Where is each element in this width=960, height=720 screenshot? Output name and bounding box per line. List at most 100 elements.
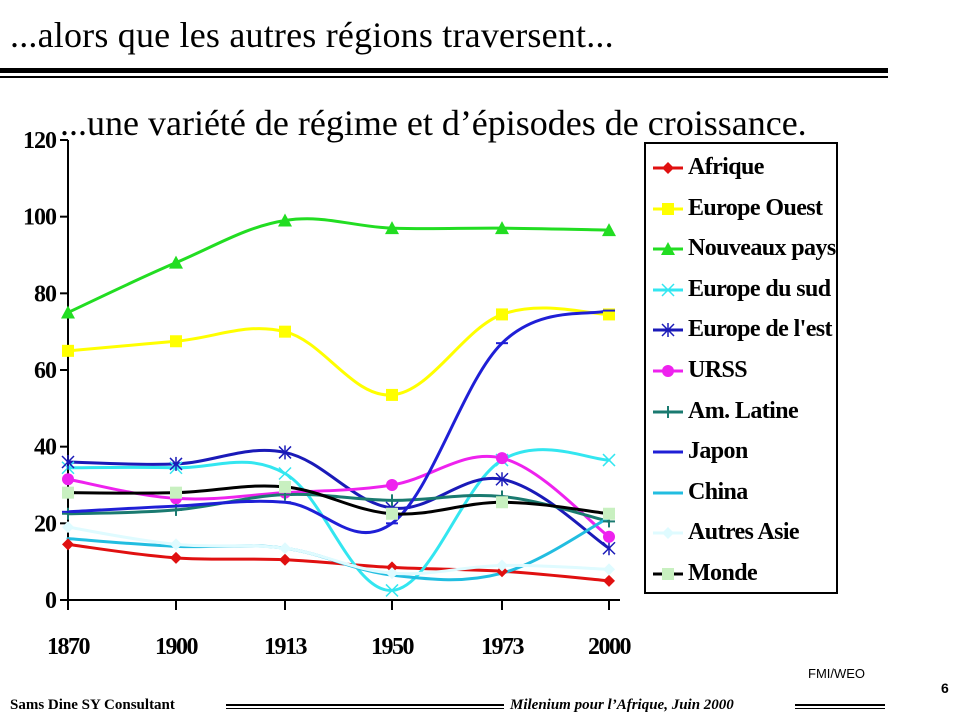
legend-label: Europe Ouest [688, 194, 823, 221]
series-line [66, 448, 611, 550]
legend-item: Am. Latine [646, 394, 836, 428]
legend-label: Am. Latine [688, 397, 799, 424]
slide-title: ...alors que les autres régions traverse… [10, 15, 614, 55]
data-point [62, 507, 74, 520]
data-point [602, 453, 616, 467]
chart-legend: Afrique Europe Ouest Nouveaux pays Europe … [644, 142, 838, 594]
legend-item: Europe Ouest [646, 191, 836, 225]
data-point [496, 308, 508, 321]
data-point [62, 538, 74, 551]
data-point [386, 388, 398, 401]
legend-swatch [653, 491, 683, 495]
legend-label: China [688, 478, 748, 505]
legend-swatch-marker [662, 568, 674, 580]
data-point [496, 559, 508, 572]
x-tick-label: 1973 [481, 634, 525, 660]
data-point [385, 221, 399, 235]
y-tick-label: 60 [34, 358, 57, 384]
footer-rule [226, 704, 504, 706]
legend-item: Europe du sud [646, 272, 836, 306]
data-point [386, 567, 398, 580]
footer-rule-thin [226, 708, 504, 709]
data-point [62, 486, 74, 499]
data-point [385, 583, 399, 597]
x-tick-label: 1913 [264, 634, 308, 660]
data-point [61, 305, 75, 319]
data-point [279, 542, 291, 555]
legend-swatch [653, 450, 683, 454]
chart-axes [60, 139, 620, 610]
legend-label: Autres Asie [688, 519, 800, 546]
legend-swatch-marker [661, 283, 675, 297]
data-point [170, 486, 182, 499]
legend-item: Autres Asie [646, 515, 836, 549]
series-line [66, 516, 611, 582]
footer-rule-right [795, 704, 885, 706]
legend-swatch [653, 323, 683, 338]
data-point [278, 466, 292, 481]
data-point [62, 521, 74, 534]
x-tick-label: 1950 [371, 634, 415, 660]
page-number: 6 [941, 680, 949, 696]
data-point [61, 455, 75, 469]
data-point [495, 221, 509, 235]
legend-item: URSS [646, 353, 836, 387]
legend-label: Monde [688, 560, 758, 586]
chart-series-markers [61, 213, 616, 597]
data-point [386, 507, 398, 520]
footer-rule-right-thin [795, 708, 885, 709]
data-point [279, 480, 291, 493]
series-line [66, 525, 611, 576]
legend-label: Afrique [688, 154, 764, 180]
legend-swatch-marker [662, 405, 674, 418]
legend-swatch [653, 162, 683, 174]
series-line [66, 484, 611, 516]
data-point [496, 496, 508, 509]
x-tick-label: 1900 [155, 634, 199, 660]
legend-label: Nouveaux pays [688, 235, 836, 262]
legend-swatch-marker [662, 202, 674, 215]
y-tick-label: 80 [34, 281, 57, 307]
data-point [62, 344, 74, 357]
legend-swatch [653, 365, 683, 377]
legend-item: Japon [646, 434, 836, 468]
x-tick-label: 1870 [47, 634, 91, 660]
data-point [603, 507, 615, 520]
footer-author: Sams Dine SY Consultant [10, 697, 175, 713]
y-tick-label: 20 [34, 511, 57, 537]
data-point [169, 456, 183, 471]
x-tick-label: 2000 [588, 634, 632, 660]
slide-subtitle: ...une variété de régime et d’épisodes d… [60, 103, 807, 143]
data-point [386, 479, 398, 491]
legend-swatch [653, 283, 683, 297]
data-point [278, 445, 292, 460]
legend-label: Europe du sud [688, 275, 831, 302]
data-point [495, 472, 509, 487]
legend-swatch [653, 527, 683, 540]
series-line [66, 217, 611, 314]
legend-swatch [653, 405, 683, 418]
legend-item: Monde [646, 556, 836, 590]
data-point [62, 473, 74, 486]
data-point [603, 563, 615, 576]
legend-swatch-marker [662, 527, 674, 540]
legend-item: Afrique [646, 150, 836, 184]
y-tick-label: 100 [23, 205, 57, 231]
chart-series-lines [66, 217, 611, 592]
legend-label: URSS [688, 357, 748, 383]
y-tick-label: 40 [34, 435, 57, 461]
data-point [496, 452, 508, 465]
legend-label: Japon [688, 438, 748, 465]
title-rule [0, 68, 888, 73]
title-rule-thin [0, 76, 888, 78]
data-point [170, 551, 182, 564]
data-point [279, 325, 291, 338]
legend-swatch [653, 242, 683, 256]
footer-event: Milenium pour l’Afrique, Juin 2000 [510, 697, 734, 713]
series-line [66, 492, 611, 523]
data-point [603, 574, 615, 587]
data-point [170, 538, 182, 551]
series-line [66, 454, 611, 539]
legend-swatch-marker [661, 242, 675, 256]
